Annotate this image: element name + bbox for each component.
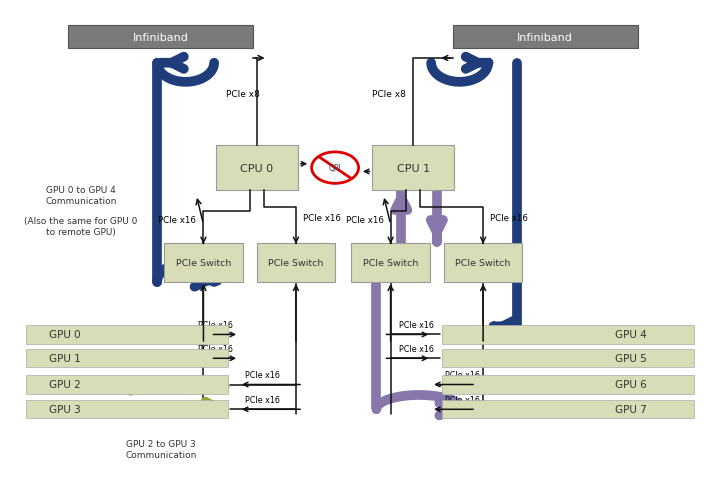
FancyBboxPatch shape: [25, 376, 228, 394]
Text: PCIe x8: PCIe x8: [225, 91, 259, 99]
Text: PCIe x16: PCIe x16: [199, 344, 233, 353]
Text: CPU 1: CPU 1: [397, 163, 430, 173]
FancyBboxPatch shape: [216, 146, 298, 191]
Text: CPU 0: CPU 0: [240, 163, 274, 173]
Text: PCIe x16: PCIe x16: [245, 370, 279, 379]
Circle shape: [312, 152, 359, 184]
Text: PCIe x16: PCIe x16: [303, 213, 341, 222]
Text: Infiniband: Infiniband: [132, 32, 189, 43]
FancyBboxPatch shape: [68, 26, 253, 49]
Text: Infiniband: Infiniband: [517, 32, 573, 43]
FancyBboxPatch shape: [25, 326, 228, 344]
FancyBboxPatch shape: [164, 244, 243, 283]
Text: PCIe x16: PCIe x16: [399, 344, 433, 353]
Text: GPU 5: GPU 5: [615, 353, 647, 363]
Text: GPU 2 to GPU 3
Communication: GPU 2 to GPU 3 Communication: [125, 439, 197, 459]
Text: GPU 7: GPU 7: [615, 405, 647, 414]
Text: PCIe x16: PCIe x16: [245, 395, 279, 404]
Text: PCIe x8: PCIe x8: [372, 91, 405, 99]
FancyBboxPatch shape: [444, 244, 522, 283]
FancyBboxPatch shape: [442, 376, 695, 394]
FancyBboxPatch shape: [25, 400, 228, 419]
Text: PCIe Switch: PCIe Switch: [363, 259, 418, 268]
Text: GPU 3: GPU 3: [49, 405, 81, 414]
Text: PCIe x16: PCIe x16: [158, 215, 197, 225]
Text: GPU 2: GPU 2: [49, 380, 81, 390]
Text: GPU 0 to GPU 4
Communication

(Also the same for GPU 0
to remote GPU): GPU 0 to GPU 4 Communication (Also the s…: [24, 186, 138, 236]
Text: PCIe x16: PCIe x16: [399, 320, 433, 329]
FancyBboxPatch shape: [351, 244, 430, 283]
Text: PCIe x16: PCIe x16: [199, 320, 233, 329]
Text: PCIe x16: PCIe x16: [445, 370, 480, 379]
Text: PCIe Switch: PCIe Switch: [269, 259, 323, 268]
FancyBboxPatch shape: [442, 326, 695, 344]
Text: PCIe x16: PCIe x16: [490, 213, 528, 222]
FancyBboxPatch shape: [442, 400, 695, 419]
FancyBboxPatch shape: [442, 349, 695, 367]
FancyBboxPatch shape: [372, 146, 454, 191]
Text: PCIe x16: PCIe x16: [445, 395, 480, 404]
FancyBboxPatch shape: [452, 26, 637, 49]
Text: GPU 4: GPU 4: [615, 330, 647, 340]
Text: GPU 6: GPU 6: [615, 380, 647, 390]
FancyBboxPatch shape: [257, 244, 335, 283]
Text: PCIe Switch: PCIe Switch: [456, 259, 510, 268]
Text: GPU 0: GPU 0: [49, 330, 81, 340]
Text: QPI: QPI: [329, 164, 341, 173]
Text: PCIe Switch: PCIe Switch: [176, 259, 231, 268]
FancyBboxPatch shape: [25, 349, 228, 367]
Text: PCIe x16: PCIe x16: [346, 215, 384, 225]
Text: GPU 1: GPU 1: [49, 353, 81, 363]
